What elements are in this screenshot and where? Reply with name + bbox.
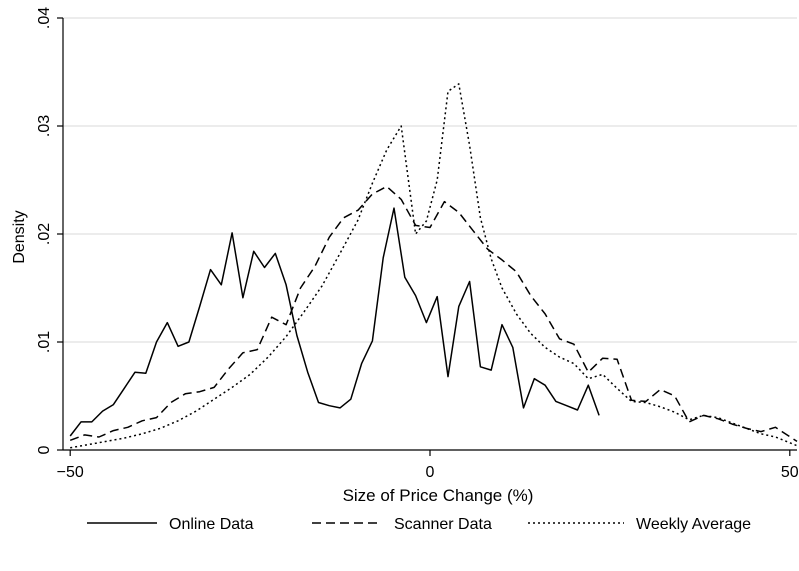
y-tick-label-1: .01 bbox=[36, 331, 53, 353]
legend-label-0: Online Data bbox=[169, 516, 254, 533]
legend: Online Data Scanner Data Weekly Average bbox=[87, 516, 751, 533]
series-line-online-data bbox=[69, 207, 600, 437]
grid-lines bbox=[63, 17, 797, 343]
y-axis-label: Density bbox=[11, 210, 28, 263]
y-tick-label-3: .03 bbox=[36, 115, 53, 137]
series-lines bbox=[69, 83, 798, 449]
y-tick-label-4: .04 bbox=[36, 7, 53, 29]
x-axis-label: Size of Price Change (%) bbox=[343, 486, 534, 505]
x-tick-label-2: 50 bbox=[781, 464, 799, 481]
axes: 0 .01 .02 .03 .04 −50 0 50 bbox=[36, 7, 799, 481]
legend-label-1: Scanner Data bbox=[394, 516, 492, 533]
series-line-weekly-average bbox=[70, 83, 798, 449]
series-line-scanner-data bbox=[69, 185, 798, 443]
legend-label-2: Weekly Average bbox=[636, 516, 751, 533]
x-tick-label-1: 0 bbox=[426, 464, 435, 481]
x-tick-label-0: −50 bbox=[57, 464, 84, 481]
y-tick-label-2: .02 bbox=[36, 223, 53, 245]
y-tick-label-0: 0 bbox=[36, 445, 53, 454]
